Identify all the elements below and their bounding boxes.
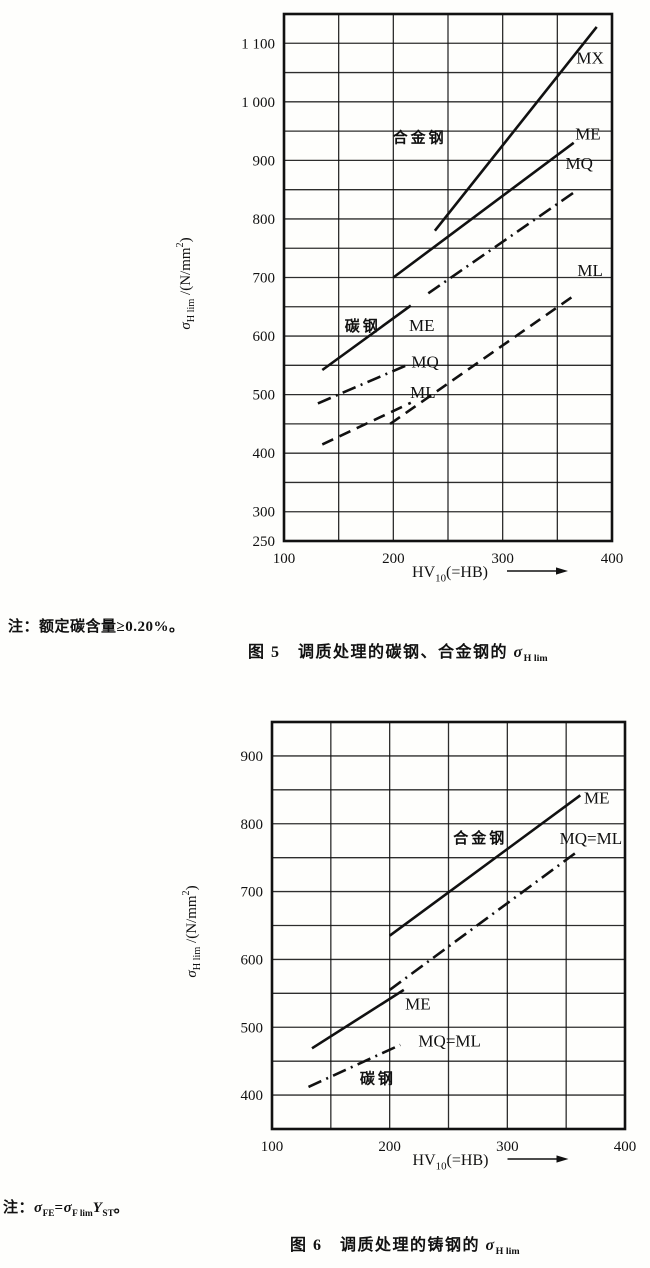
svg-text:500: 500 [241, 1020, 264, 1036]
svg-text:碳钢: 碳钢 [360, 1070, 396, 1088]
svg-text:400: 400 [253, 446, 276, 462]
svg-text:1 100: 1 100 [241, 36, 275, 52]
svg-text:500: 500 [253, 388, 276, 404]
svg-text:MX: MX [576, 48, 603, 67]
svg-text:400: 400 [601, 551, 624, 567]
svg-text:MQ=ML: MQ=ML [418, 1031, 480, 1050]
svg-text:900: 900 [241, 749, 264, 765]
svg-text:ME: ME [405, 995, 431, 1014]
svg-text:900: 900 [253, 153, 276, 169]
svg-text:800: 800 [253, 212, 276, 228]
svg-text:250: 250 [253, 534, 276, 550]
svg-text:σH lim /(N/mm2): σH lim /(N/mm2) [181, 885, 203, 977]
svg-text:HV10(=HB): HV10(=HB) [413, 1152, 489, 1173]
svg-text:100: 100 [273, 551, 296, 567]
svg-text:300: 300 [491, 551, 514, 567]
svg-text:ME: ME [584, 788, 610, 807]
figure5-caption: 图 5 调质处理的碳钢、合金钢的 σH lim [248, 644, 548, 665]
figure5-chart: 250 300 400 500 600 700 800 900 1 000 1 100 100 200… [175, 12, 624, 585]
svg-text:1 000: 1 000 [241, 95, 275, 111]
svg-text:200: 200 [378, 1139, 401, 1155]
svg-text:σH lim /(N/mm2): σH lim /(N/mm2) [175, 237, 197, 329]
svg-text:合金钢: 合金钢 [452, 829, 507, 847]
svg-text:600: 600 [241, 952, 264, 968]
svg-text:700: 700 [241, 885, 264, 901]
svg-text:ML: ML [577, 261, 603, 280]
svg-text:MQ: MQ [411, 352, 438, 371]
svg-text:合金钢: 合金钢 [392, 128, 447, 146]
figure5-note: 注：额定碳含量≥0.20%。 [8, 619, 185, 635]
figure6-note: 注：σFE=σF limYST。 [3, 1200, 130, 1219]
svg-text:600: 600 [253, 329, 276, 345]
svg-text:ME: ME [575, 125, 601, 144]
svg-text:300: 300 [253, 505, 276, 521]
svg-text:HV10(=HB): HV10(=HB) [412, 564, 488, 585]
svg-text:200: 200 [382, 551, 405, 567]
svg-text:ME: ME [409, 316, 435, 335]
svg-text:MQ: MQ [565, 154, 592, 173]
svg-text:碳钢: 碳钢 [345, 317, 381, 335]
svg-text:100: 100 [261, 1139, 284, 1155]
svg-text:800: 800 [241, 817, 264, 833]
figure6-caption: 图 6 调质处理的铸钢的 σH lim [290, 1237, 520, 1258]
svg-text:700: 700 [253, 271, 276, 287]
svg-text:400: 400 [241, 1088, 264, 1104]
svg-text:400: 400 [614, 1139, 637, 1155]
figure6-chart: 400 500 600 700 800 900 100 200 300 400 合金钢 ME MQ=ML… [181, 720, 637, 1173]
svg-text:ML: ML [410, 383, 436, 402]
svg-text:300: 300 [496, 1139, 519, 1155]
svg-text:MQ=ML: MQ=ML [560, 829, 622, 848]
